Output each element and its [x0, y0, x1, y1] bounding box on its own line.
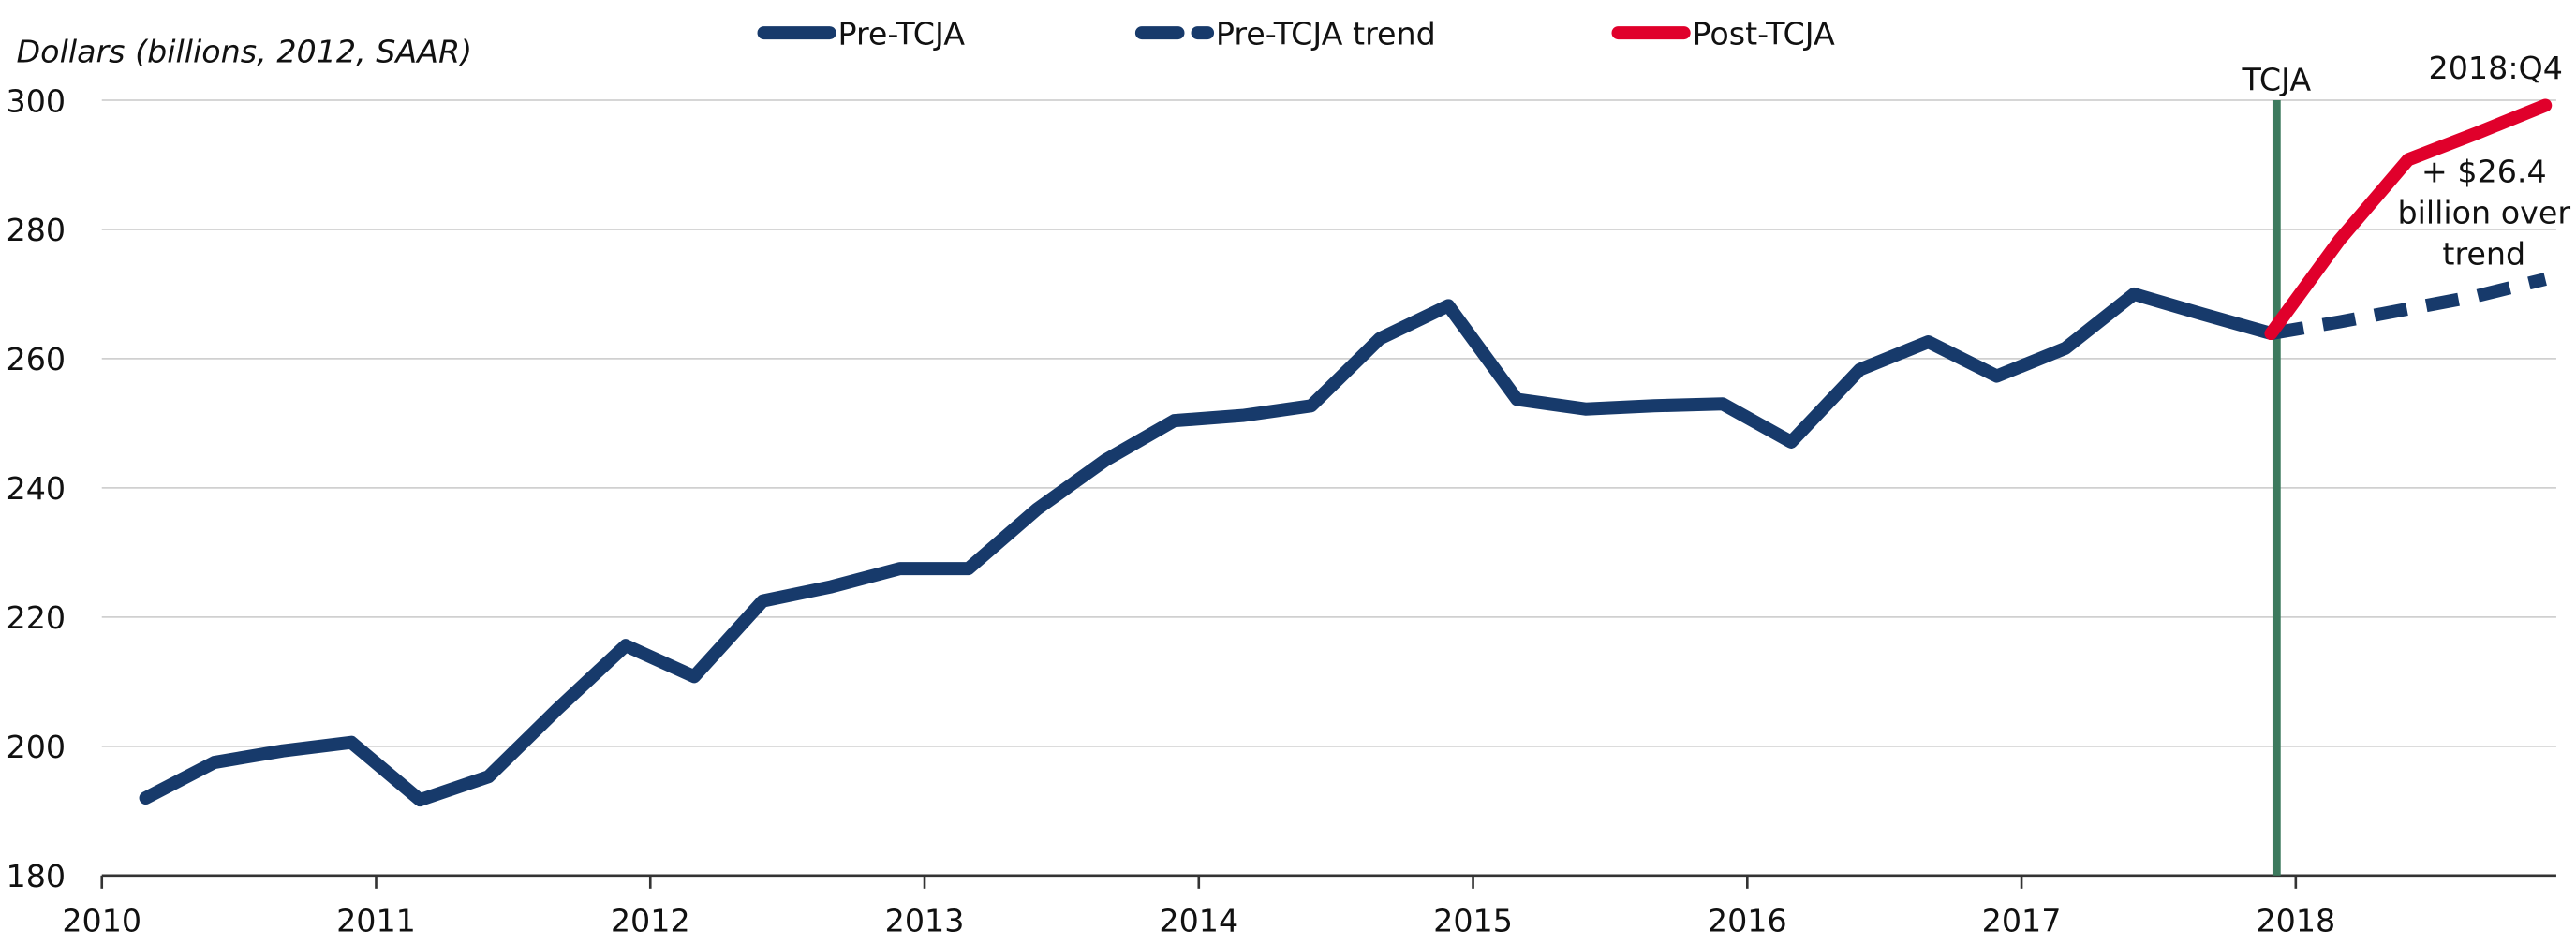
annotation: + $26.4: [2421, 154, 2547, 190]
y-tick-label: 220: [7, 599, 67, 636]
y-axis-label: Dollars (billions, 2012, SAAR): [17, 34, 473, 70]
x-tick-label: 2016: [1708, 902, 1787, 938]
x-tick-label: 2011: [336, 902, 416, 938]
y-tick-label: 300: [7, 82, 67, 119]
y-tick-label: 280: [7, 212, 67, 248]
legend-label: Post-TCJA: [1692, 15, 1835, 52]
x-tick-label: 2017: [1982, 902, 2062, 938]
y-tick-label: 260: [7, 341, 67, 377]
x-tick-label: 2014: [1159, 902, 1238, 938]
y-tick-label: 240: [7, 470, 67, 507]
x-tick-label: 2010: [62, 902, 141, 938]
series-line: [2264, 98, 2553, 341]
series-line: [2270, 273, 2547, 340]
annotation: trend: [2442, 235, 2525, 272]
x-tick-label: 2015: [1433, 902, 1513, 938]
series-line: [139, 287, 2278, 807]
y-tick-label: 200: [7, 729, 67, 765]
x-tick-label: 2012: [611, 902, 690, 938]
annotation: billion over: [2398, 195, 2571, 231]
legend-label: Pre-TCJA trend: [1216, 15, 1436, 52]
end-label: 2018:Q4: [2429, 50, 2563, 86]
event-label: TCJA: [2241, 61, 2311, 97]
x-tick-label: 2013: [885, 902, 965, 938]
x-tick-label: 2018: [2256, 902, 2335, 938]
y-tick-label: 180: [7, 858, 67, 894]
legend-label: Pre-TCJA: [837, 15, 965, 52]
